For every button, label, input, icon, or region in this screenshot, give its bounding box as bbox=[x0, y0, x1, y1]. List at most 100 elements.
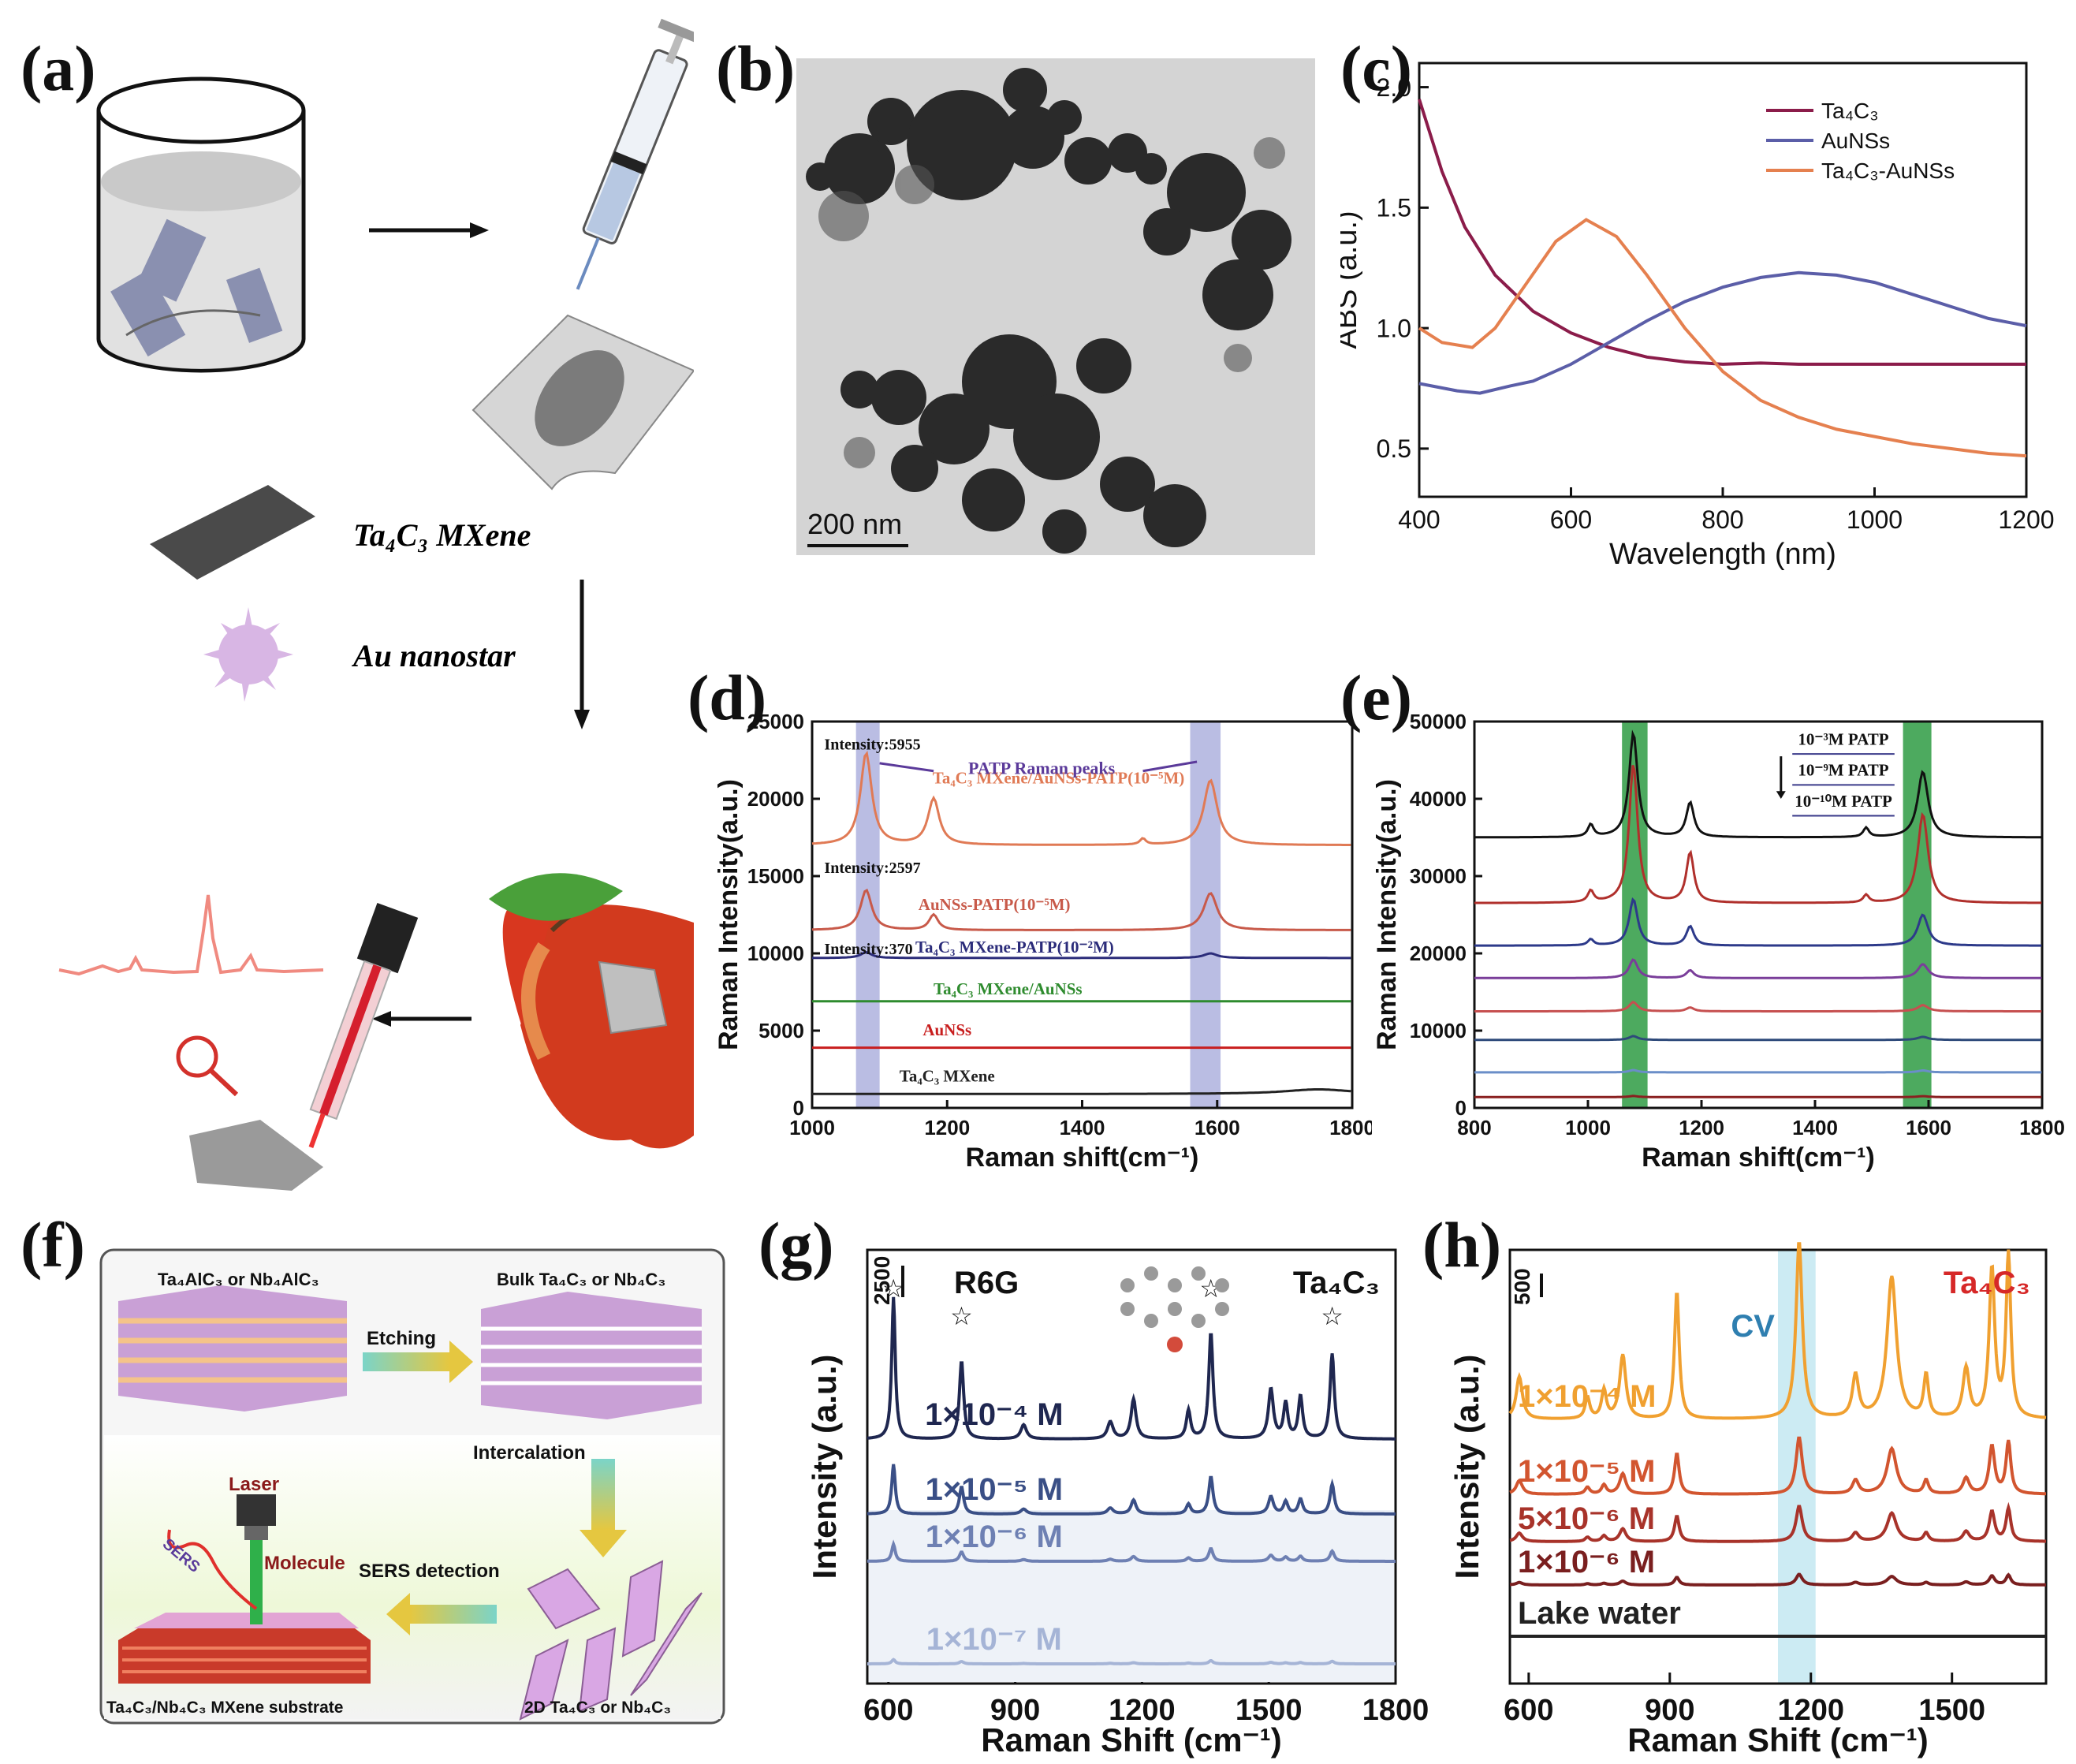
x-tick-label: 600 bbox=[1550, 505, 1592, 534]
atom-2 bbox=[1168, 1278, 1182, 1292]
apple bbox=[489, 873, 694, 1149]
trend-arrow-head bbox=[1776, 791, 1786, 799]
series-line-2 bbox=[1418, 218, 2027, 458]
y-tick-label: 10000 bbox=[1410, 1019, 1467, 1042]
y-tick-label: 1.5 bbox=[1377, 194, 1411, 222]
y-tick-label: 50000 bbox=[1410, 710, 1467, 733]
chart-d: 1000 1200 1400 1600 1800 0 5000 10000 15000 20000… bbox=[714, 710, 1372, 1173]
panel-f-schematic: Ta₄AlC₃ or Nb₄AlC₃ Bulk Ta₄C₃ or Nb₄C₃ E… bbox=[99, 1248, 725, 1725]
laser-probe bbox=[308, 903, 419, 1148]
scale-bar-label: 2500 bbox=[870, 1256, 894, 1305]
nanostar-label: Au nanostar bbox=[351, 638, 516, 673]
atom-1 bbox=[1144, 1266, 1158, 1281]
series-line-0 bbox=[867, 1296, 1396, 1441]
atom-7 bbox=[1215, 1278, 1229, 1292]
x-tick-label: 600 bbox=[1504, 1694, 1553, 1727]
intercalation-label: Intercalation bbox=[473, 1442, 586, 1464]
star-marker-3: ☆ bbox=[1321, 1302, 1344, 1330]
y-tick-label: 10000 bbox=[747, 942, 804, 965]
legend-label-0: Ta₄C₃ bbox=[1821, 99, 1879, 123]
series-label-3: 1×10⁻⁷ M bbox=[926, 1622, 1062, 1657]
material-label: Ta₄C₃ bbox=[1944, 1266, 2030, 1300]
atom-3 bbox=[1168, 1302, 1182, 1316]
material-label: Ta₄C₃ bbox=[1293, 1266, 1380, 1300]
star-marker-0: ☆ bbox=[882, 1274, 905, 1303]
sers-detection-arrow bbox=[410, 1605, 497, 1624]
max-label: Ta₄AlC₃ or Nb₄AlC₃ bbox=[158, 1270, 319, 1289]
series-line-1 bbox=[1509, 1436, 2046, 1496]
series-line-3 bbox=[1474, 958, 2042, 979]
series-line-0 bbox=[1474, 729, 2042, 839]
chart-e: 800 1000 1200 1400 1600 1800 0 10000 20000 30000 4… bbox=[1372, 710, 2065, 1173]
series-line-0 bbox=[811, 750, 1351, 846]
series-label-4: AuNSs bbox=[922, 1020, 971, 1039]
series-line-7 bbox=[1474, 1095, 2042, 1098]
etching-arrow bbox=[363, 1352, 449, 1371]
beaker bbox=[96, 76, 306, 373]
annotation-arrow-left bbox=[879, 762, 934, 773]
series-line-5 bbox=[812, 1088, 1351, 1095]
panel-label-g: (g) bbox=[758, 1209, 834, 1281]
panel-a-schematic: Ta₄C₃ MXene Au nanostar bbox=[58, 18, 694, 1191]
y-tick-label: 25000 bbox=[747, 710, 804, 733]
x-tick-label: 800 bbox=[1701, 505, 1743, 534]
sample-spectrum bbox=[58, 894, 324, 976]
mxene-label: Ta₄C₃ MXene bbox=[353, 517, 531, 553]
atom-9 bbox=[1191, 1314, 1206, 1328]
panel-label-f: (f) bbox=[20, 1209, 85, 1281]
intensity-label-2: Intensity:370 bbox=[824, 941, 912, 958]
atom-6 bbox=[1191, 1266, 1206, 1281]
intercalation-arrow bbox=[591, 1459, 615, 1530]
series-line-0 bbox=[1508, 1242, 2047, 1420]
series-line-2 bbox=[1474, 897, 2042, 947]
y-axis-label: ABS (a.u.) bbox=[1340, 211, 1363, 349]
series-line-1 bbox=[867, 1464, 1396, 1516]
series-line-1 bbox=[1418, 270, 2027, 395]
x-tick-label: 900 bbox=[1645, 1694, 1694, 1727]
series-line-2 bbox=[812, 951, 1351, 960]
paper-drop bbox=[471, 314, 694, 490]
atom-oxygen bbox=[1167, 1337, 1183, 1352]
series-line-4 bbox=[1474, 1001, 2042, 1013]
y-axis-label: Raman Intensity(a.u.) bbox=[1372, 779, 1402, 1050]
y-tick-label: 1.0 bbox=[1377, 314, 1411, 342]
y-axis-label: Raman Intensity(a.u.) bbox=[714, 779, 744, 1050]
atom-4 bbox=[1144, 1314, 1158, 1328]
x-tick-label: 1400 bbox=[1060, 1116, 1105, 1139]
y-tick-label: 0 bbox=[793, 1096, 804, 1120]
series-line-1 bbox=[1474, 765, 2042, 904]
series-line-3 bbox=[867, 1658, 1396, 1665]
series-line-5 bbox=[1474, 1035, 2042, 1042]
2d-flakes bbox=[519, 1560, 703, 1721]
x-tick-label: 1000 bbox=[1847, 505, 1903, 534]
y-axis-label: Intensity (a.u.) bbox=[806, 1355, 843, 1579]
molecule-label: CV bbox=[1731, 1309, 1775, 1344]
molecule-structure bbox=[1120, 1266, 1229, 1352]
mxene-substrate bbox=[118, 1494, 371, 1684]
y-tick-label: 0 bbox=[1455, 1096, 1467, 1120]
x-tick-label: 900 bbox=[990, 1694, 1040, 1727]
max-phase-block bbox=[118, 1285, 347, 1412]
nanostar-legend bbox=[203, 607, 293, 702]
tem-image: 200 nm bbox=[796, 58, 1315, 555]
syringe bbox=[576, 18, 694, 290]
series-label-2: 1×10⁻⁶ M bbox=[926, 1520, 1063, 1554]
star-marker-1: ☆ bbox=[950, 1302, 973, 1330]
y-tick-label: 5000 bbox=[758, 1019, 804, 1042]
magnifier-icon bbox=[176, 1035, 239, 1097]
scale-bar bbox=[807, 544, 908, 547]
lower-shade bbox=[869, 1510, 1394, 1682]
legend-label-1: 10⁻⁹M PATP bbox=[1798, 761, 1888, 780]
panel-label-d: (d) bbox=[688, 662, 767, 733]
molecule-label: R6G bbox=[954, 1266, 1019, 1300]
substrate-label: Ta₄C₃/Nb₄C₃ MXene substrate bbox=[106, 1699, 343, 1717]
panel-label-b: (b) bbox=[716, 32, 796, 104]
y-tick-label: 40000 bbox=[1410, 787, 1467, 811]
atom-8 bbox=[1215, 1302, 1229, 1316]
x-tick-label: 1600 bbox=[1906, 1116, 1951, 1139]
legend-label-2: 10⁻¹⁰M PATP bbox=[1795, 792, 1892, 811]
series-label-3: Ta₄C₃ MXene/AuNSs bbox=[934, 979, 1083, 998]
scale-bar-label: 500 bbox=[1510, 1268, 1534, 1305]
